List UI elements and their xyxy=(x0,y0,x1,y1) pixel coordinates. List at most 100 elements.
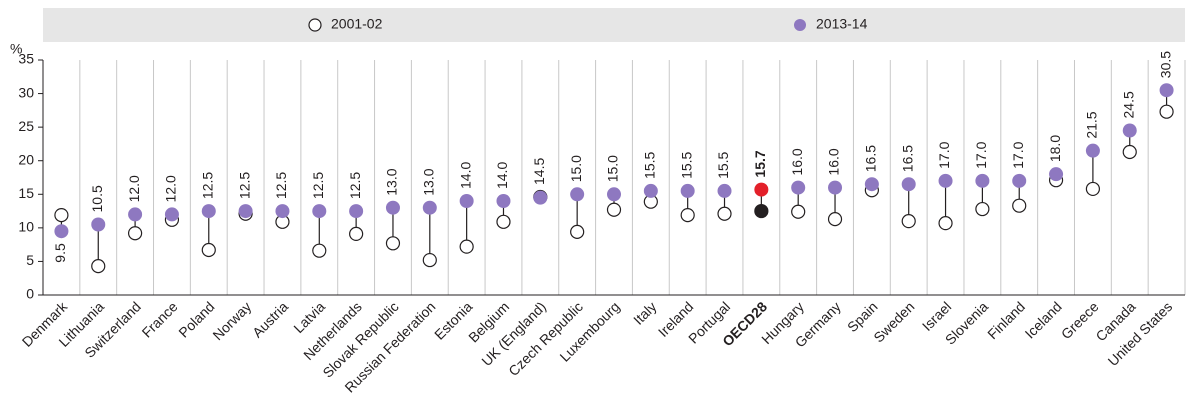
y-tick-label: 15 xyxy=(18,185,34,201)
y-axis-label: % xyxy=(10,41,22,57)
dot-2001-02 xyxy=(827,212,843,227)
dot-2013-14 xyxy=(201,204,216,219)
value-label: 16.5 xyxy=(899,145,915,172)
dot-2001-02 xyxy=(754,203,769,219)
dot-2013-14 xyxy=(422,200,437,215)
dot-2013-14 xyxy=(1159,83,1174,98)
dot-2013-14 xyxy=(864,177,879,192)
dot-2013-14 xyxy=(128,207,143,222)
x-tick-label: Iceland xyxy=(1022,298,1065,341)
value-label: 15.0 xyxy=(568,155,584,182)
dot-2013-14 xyxy=(312,204,327,219)
value-label: 12.0 xyxy=(126,175,142,202)
legend-label: 2001-02 xyxy=(331,16,383,32)
dot-2001-02 xyxy=(901,214,916,229)
dot-2013-14 xyxy=(680,183,695,198)
y-tick-label: 20 xyxy=(18,151,34,167)
dot-2013-14 xyxy=(533,190,548,205)
value-label: 17.0 xyxy=(936,141,952,168)
dot-2013-14 xyxy=(754,182,769,197)
dot-2013-14 xyxy=(164,207,179,222)
value-label: 14.0 xyxy=(457,162,473,189)
value-label: 16.0 xyxy=(789,148,805,175)
dot-2001-02 xyxy=(496,214,511,229)
value-label: 12.5 xyxy=(273,172,289,199)
dot-2001-02 xyxy=(938,216,953,231)
value-label: 15.7 xyxy=(752,150,768,177)
dot-2013-14 xyxy=(828,180,843,195)
dot-2013-14 xyxy=(385,200,400,215)
y-tick-label: 35 xyxy=(18,51,34,67)
dot-2001-02 xyxy=(606,202,622,217)
dot-2001-02 xyxy=(1159,104,1174,119)
dot-2001-02 xyxy=(422,252,437,268)
dot-2001-02 xyxy=(1122,144,1137,160)
value-label: 10.5 xyxy=(89,185,105,212)
dot-2013-14 xyxy=(496,194,511,208)
value-label: 17.0 xyxy=(1010,141,1026,168)
dot-2013-14 xyxy=(1122,123,1137,138)
value-label: 12.0 xyxy=(163,175,179,202)
x-tick-label: Sweden xyxy=(870,298,917,345)
value-label: 15.5 xyxy=(642,151,658,178)
value-label: 21.5 xyxy=(1084,111,1100,138)
dot-2013-14 xyxy=(975,173,990,188)
dot-2013-14 xyxy=(1012,173,1027,188)
dot-2013-14 xyxy=(607,187,621,202)
dot-2013-14 xyxy=(717,183,732,198)
dot-2001-02 xyxy=(791,204,806,219)
dot-2001-02 xyxy=(201,242,216,258)
value-label: 12.5 xyxy=(199,172,215,199)
value-label: 13.0 xyxy=(384,168,400,195)
legend-marker xyxy=(308,18,322,32)
dot-2013-14 xyxy=(349,204,364,219)
value-label: 24.5 xyxy=(1120,91,1136,118)
value-label: 12.5 xyxy=(236,172,252,199)
dot-2001-02 xyxy=(127,226,143,241)
value-label: 12.5 xyxy=(310,172,326,199)
dot-2013-14 xyxy=(643,183,658,198)
legend-marker xyxy=(794,19,806,31)
value-label: 12.5 xyxy=(347,172,363,199)
legend-label: 2013-14 xyxy=(816,16,868,32)
value-label: 17.0 xyxy=(973,141,989,168)
y-tick-label: 0 xyxy=(26,286,34,302)
value-label: 14.0 xyxy=(494,162,510,189)
dot-2013-14 xyxy=(570,187,585,202)
dot-2013-14 xyxy=(91,217,106,232)
x-tick-label: Norway xyxy=(209,298,254,343)
x-tick-label: Finland xyxy=(984,298,1028,342)
dot-2013-14 xyxy=(54,224,69,239)
dot-2001-02 xyxy=(680,208,695,223)
dot-2013-14 xyxy=(459,194,474,208)
dot-2013-14 xyxy=(938,173,953,188)
dot-2001-02 xyxy=(975,201,990,217)
value-label: 16.5 xyxy=(863,145,879,172)
dot-2013-14 xyxy=(275,204,290,219)
value-label: 16.0 xyxy=(826,148,842,175)
value-label: 30.5 xyxy=(1157,51,1173,78)
dot-2001-02 xyxy=(312,243,327,258)
value-label: 15.0 xyxy=(605,155,621,182)
x-tick-label: Austria xyxy=(249,298,291,340)
value-label: 15.5 xyxy=(715,151,731,178)
y-tick-label: 25 xyxy=(18,118,34,134)
dot-2013-14 xyxy=(1085,143,1100,158)
dot-2001-02 xyxy=(385,236,401,251)
value-label: 18.0 xyxy=(1047,135,1063,162)
y-tick-label: 30 xyxy=(18,84,34,100)
y-tick-label: 5 xyxy=(26,252,34,268)
dot-2013-14 xyxy=(1049,167,1064,182)
dot-2001-02 xyxy=(459,239,474,254)
dot-2001-02 xyxy=(1085,181,1101,197)
dot-2001-02 xyxy=(349,226,364,241)
dot-2013-14 xyxy=(238,204,253,219)
x-tick-label: France xyxy=(139,298,181,340)
value-label: 9.5 xyxy=(52,243,68,263)
dot-2013-14 xyxy=(901,177,916,192)
dot-2013-14 xyxy=(791,180,806,195)
dot-2001-02 xyxy=(91,259,106,274)
dot-2001-02 xyxy=(54,208,69,223)
x-tick-label: Italy xyxy=(630,298,659,327)
